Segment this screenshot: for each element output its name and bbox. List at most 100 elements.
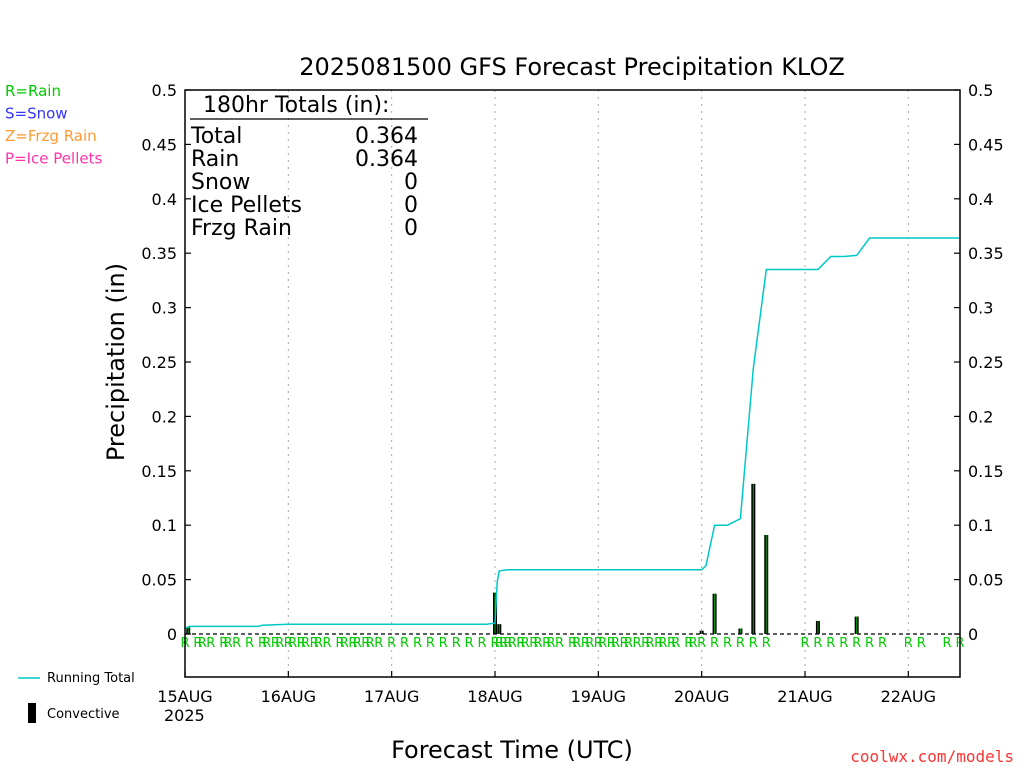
precip-type-mark-67: R: [723, 636, 732, 651]
totals-row-label-2: Snow: [191, 170, 250, 195]
precip-type-mark-24: R: [366, 636, 375, 651]
precip-type-mark-79: R: [917, 636, 926, 651]
totals-row-label-3: Ice Pellets: [191, 193, 302, 218]
totals-row-value-0: 0.364: [355, 124, 418, 149]
precip-type-mark-12: R: [284, 636, 293, 651]
y-axis-ticks: 0 00.05 0.050.1 0.10.15 0.150.2 0.20.25 0.250.…: [141, 81, 1003, 644]
y-tick-label-left-0: 0: [167, 625, 177, 644]
x-tick-label-5: 20AUG: [674, 687, 729, 706]
precip-bar-core-2: [498, 624, 500, 634]
type-legend-item-3: P=Ice Pellets: [5, 150, 102, 168]
type-legend-item-1: S=Snow: [5, 105, 68, 123]
precip-type-mark-25: R: [374, 636, 383, 651]
type-legend-item-0: R=Rain: [5, 82, 61, 100]
totals-row-label-0: Total: [190, 124, 242, 149]
precip-type-mark-38: R: [508, 636, 517, 651]
y-tick-label-right-9: 0.45: [968, 135, 1004, 154]
precip-bar-core-4: [714, 593, 716, 634]
y-tick-label-left-4: 0.2: [152, 407, 177, 426]
precip-type-mark-75: R: [852, 636, 861, 651]
precip-type-mark-33: R: [478, 636, 487, 651]
y-tick-label-right-3: 0.15: [968, 462, 1004, 481]
precip-type-mark-61: R: [667, 636, 676, 651]
precip-type-mark-59: R: [654, 636, 663, 651]
precip-type-mark-80: R: [943, 636, 952, 651]
precip-type-mark-37: R: [503, 636, 512, 651]
running-total-legend-label: Running Total: [47, 671, 135, 686]
precip-type-mark-6: R: [232, 636, 241, 651]
series-legend: Running Total Convective: [18, 671, 135, 723]
precip-type-mark-46: R: [568, 636, 577, 651]
plot-frame: [184, 89, 961, 678]
y-tick-label-right-8: 0.4: [968, 190, 993, 209]
y-tick-label-left-7: 0.35: [141, 244, 177, 263]
precip-type-mark-62: R: [671, 636, 680, 651]
precip-type-mark-77: R: [878, 636, 887, 651]
precip-bars: [186, 483, 859, 634]
precip-type-mark-21: R: [348, 636, 357, 651]
y-tick-label-right-2: 0.1: [968, 516, 993, 535]
totals-row-value-4: 0: [404, 216, 418, 241]
precip-type-mark-20: R: [340, 636, 349, 651]
y-tick-label-left-1: 0.05: [141, 571, 177, 590]
precip-type-mark-19: R: [335, 636, 344, 651]
precip-bar-core-9: [856, 616, 858, 634]
y-tick-label-right-4: 0.2: [968, 407, 993, 426]
precip-type-mark-9: R: [262, 636, 271, 651]
y-tick-label-right-0: 0: [968, 625, 978, 644]
precip-type-mark-29: R: [426, 636, 435, 651]
y-tick-label-left-3: 0.15: [141, 462, 177, 481]
precip-type-mark-63: R: [684, 636, 693, 651]
precip-type-mark-1: R: [193, 636, 202, 651]
precip-type-mark-48: R: [581, 636, 590, 651]
precip-type-mark-54: R: [620, 636, 629, 651]
totals-rows: Total 0.364 Rain 0.364 Snow 0 Ice Pellets 0 Frzg…: [190, 124, 418, 241]
precip-type-mark-34: R: [490, 636, 499, 651]
grid: [287, 90, 909, 677]
precip-type-mark-2: R: [198, 636, 207, 651]
running-total-line: [184, 237, 960, 630]
y-tick-label-left-8: 0.4: [152, 190, 177, 209]
precip-type-mark-71: R: [800, 636, 809, 651]
precip-type-mark-30: R: [439, 636, 448, 651]
precip-type-mark-27: R: [400, 636, 409, 651]
x-tick-label-4: 19AUG: [571, 687, 626, 706]
x-tick-label-6: 21AUG: [777, 687, 832, 706]
precip-type-mark-22: R: [353, 636, 362, 651]
precip-type-mark-70: R: [762, 636, 771, 651]
x-tick-label-7: 22AUG: [881, 687, 936, 706]
precip-type-mark-66: R: [710, 636, 719, 651]
precip-type-mark-42: R: [534, 636, 543, 651]
y-tick-label-right-5: 0.25: [968, 353, 1004, 372]
precip-type-mark-52: R: [607, 636, 616, 651]
precip-type-mark-55: R: [624, 636, 633, 651]
precip-type-mark-41: R: [529, 636, 538, 651]
x-tick-label-1: 16AUG: [261, 687, 316, 706]
y-tick-label-left-9: 0.45: [141, 135, 177, 154]
precip-type-mark-7: R: [245, 636, 254, 651]
precip-type-mark-35: R: [495, 636, 504, 651]
precip-type-mark-40: R: [521, 636, 530, 651]
precip-type-mark-74: R: [839, 636, 848, 651]
precip-type-mark-51: R: [598, 636, 607, 651]
type-legend-item-2: Z=Frzg Rain: [5, 127, 97, 145]
precip-type-mark-14: R: [297, 636, 306, 651]
year-label: 2025: [164, 706, 205, 725]
precip-type-mark-69: R: [749, 636, 758, 651]
precip-type-mark-10: R: [271, 636, 280, 651]
y-tick-label-right-1: 0.05: [968, 571, 1004, 590]
totals-row-value-3: 0: [404, 193, 418, 218]
precip-type-mark-72: R: [813, 636, 822, 651]
precip-type-mark-43: R: [542, 636, 551, 651]
precip-type-mark-65: R: [697, 636, 706, 651]
precip-type-mark-53: R: [611, 636, 620, 651]
y-tick-label-right-10: 0.5: [968, 81, 993, 100]
y-tick-label-right-6: 0.3: [968, 299, 993, 318]
precip-type-mark-64: R: [689, 636, 698, 651]
precip-type-legend: R=Rain S=Snow Z=Frzg Rain P=Ice Pellets: [5, 82, 102, 168]
precip-bar-core-5: [739, 628, 741, 634]
x-tick-label-2: 17AUG: [364, 687, 419, 706]
y-tick-label-left-5: 0.25: [141, 353, 177, 372]
precip-type-mark-13: R: [288, 636, 297, 651]
